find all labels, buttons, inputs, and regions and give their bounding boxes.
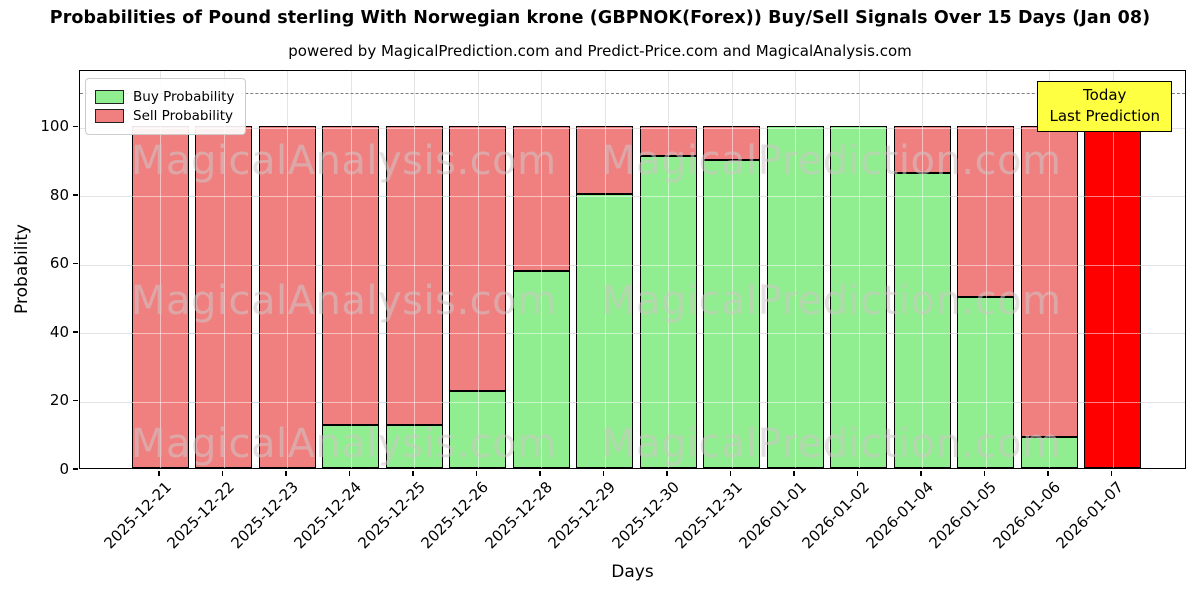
gridline-x-2026-01-06 [1049,71,1050,468]
x-tick-label-2025-12-29: 2025-12-29 [544,478,620,553]
gridline-x-2025-12-23 [287,71,288,468]
x-tick-label-2025-12-30: 2025-12-30 [608,478,683,553]
y-tick-label-100: 100 [40,117,69,135]
y-tick-label-20: 20 [49,391,69,409]
x-tick-2026-01-01 [793,470,795,476]
watermark-analysis-1: MagicalAnalysis.com [131,278,557,324]
x-tick-label-2025-12-25: 2025-12-25 [354,478,429,553]
x-tick-2026-01-04 [920,470,922,476]
gridline-y-40 [80,333,1185,334]
gridline-x-2025-12-28 [541,71,542,468]
gridline-y-20 [80,401,1185,403]
x-tick-label-2025-12-24: 2025-12-24 [290,478,366,553]
gridline-x-2026-01-07 [1112,71,1114,468]
x-tick-2025-12-28 [539,470,541,476]
chart-subtitle: powered by MagicalPrediction.com and Pre… [288,42,912,60]
watermark-prediction-2: MagicalPrediction.com [601,421,1062,467]
x-tick-label-2025-12-22: 2025-12-22 [163,478,239,553]
x-axis-label: Days [611,562,654,582]
x-tick-2025-12-22 [221,470,224,476]
today-annotation: Today Last Prediction [1037,81,1172,132]
x-tick-2025-12-30 [666,470,668,476]
y-tick-80 [73,194,78,196]
y-tick-100 [73,125,78,128]
x-tick-label-2026-01-07: 2026-01-07 [1052,478,1128,553]
today-annotation-line2: Last Prediction [1049,107,1160,126]
x-tick-2025-12-29 [602,470,605,476]
gridline-x-2025-12-29 [604,71,606,468]
buy-color-swatch [95,90,124,104]
y-tick-20 [73,399,78,402]
x-tick-label-2026-01-01: 2026-01-01 [735,478,810,553]
gridline-x-2025-12-24 [350,71,352,468]
gridline-x-2025-12-22 [223,71,225,468]
watermark-analysis-2: MagicalAnalysis.com [131,421,557,467]
y-tick-0 [73,468,78,470]
threshold-dashed-line [80,93,1185,95]
gridline-y-100 [80,127,1185,129]
y-axis-label: Probability [12,224,32,314]
x-tick-2026-01-05 [983,470,986,476]
gridline-x-2026-01-04 [922,71,923,468]
gridline-x-2026-01-02 [858,71,860,468]
gridline-x-2025-12-30 [668,71,669,468]
x-tick-2025-12-21 [158,470,160,476]
x-tick-2025-12-26 [475,470,478,476]
legend-label-sell: Sell Probability [133,108,234,124]
y-tick-label-40: 40 [49,322,69,341]
x-tick-2026-01-02 [856,470,859,476]
gridline-x-2026-01-05 [985,71,987,468]
sell-color-swatch [95,109,124,123]
gridline-x-2025-12-21 [160,71,161,468]
gridline-y-80 [80,196,1185,197]
x-tick-label-2025-12-23: 2025-12-23 [227,478,302,553]
watermark-prediction-1: MagicalPrediction.com [601,278,1062,324]
today-annotation-line1: Today [1083,86,1127,104]
x-tick-label-2026-01-02: 2026-01-02 [798,478,874,553]
x-tick-2025-12-24 [348,470,351,476]
x-tick-2026-01-07 [1110,470,1113,476]
x-tick-2025-12-25 [412,470,414,476]
x-tick-2025-12-23 [285,470,287,476]
x-tick-label-2026-01-05: 2026-01-05 [925,478,1001,553]
y-tick-label-60: 60 [49,254,69,272]
gridline-x-2025-12-25 [414,71,415,468]
y-tick-label-0: 0 [59,459,69,478]
plot-area: MagicalAnalysis.com MagicalPrediction.com… [79,70,1186,469]
watermark-analysis-0: MagicalAnalysis.com [131,138,557,184]
watermark-prediction-0: MagicalPrediction.com [601,138,1062,184]
y-tick-40 [73,331,78,333]
x-tick-2025-12-31 [729,470,732,476]
legend-entry-sell: Sell Probability [95,108,234,124]
x-tick-label-2025-12-21: 2025-12-21 [100,478,175,553]
legend: Buy Probability Sell Probability [85,78,247,135]
x-tick-label-2025-12-26: 2025-12-26 [417,478,493,553]
legend-entry-buy: Buy Probability [95,89,234,105]
x-tick-label-2025-12-28: 2025-12-28 [481,478,556,553]
legend-label-buy: Buy Probability [133,89,235,105]
gridline-x-2025-12-26 [477,71,479,468]
x-tick-label-2025-12-31: 2025-12-31 [671,478,747,553]
chart-title: Probabilities of Pound sterling With Nor… [49,8,1151,28]
y-tick-60 [73,262,78,265]
gridline-x-2026-01-01 [795,71,796,468]
gridline-x-2025-12-31 [731,71,733,468]
x-tick-2026-01-06 [1047,470,1049,476]
y-tick-label-80: 80 [49,185,69,204]
x-tick-label-2026-01-06: 2026-01-06 [989,478,1064,553]
x-tick-label-2026-01-04: 2026-01-04 [862,478,937,553]
gridline-y-60 [80,264,1185,266]
